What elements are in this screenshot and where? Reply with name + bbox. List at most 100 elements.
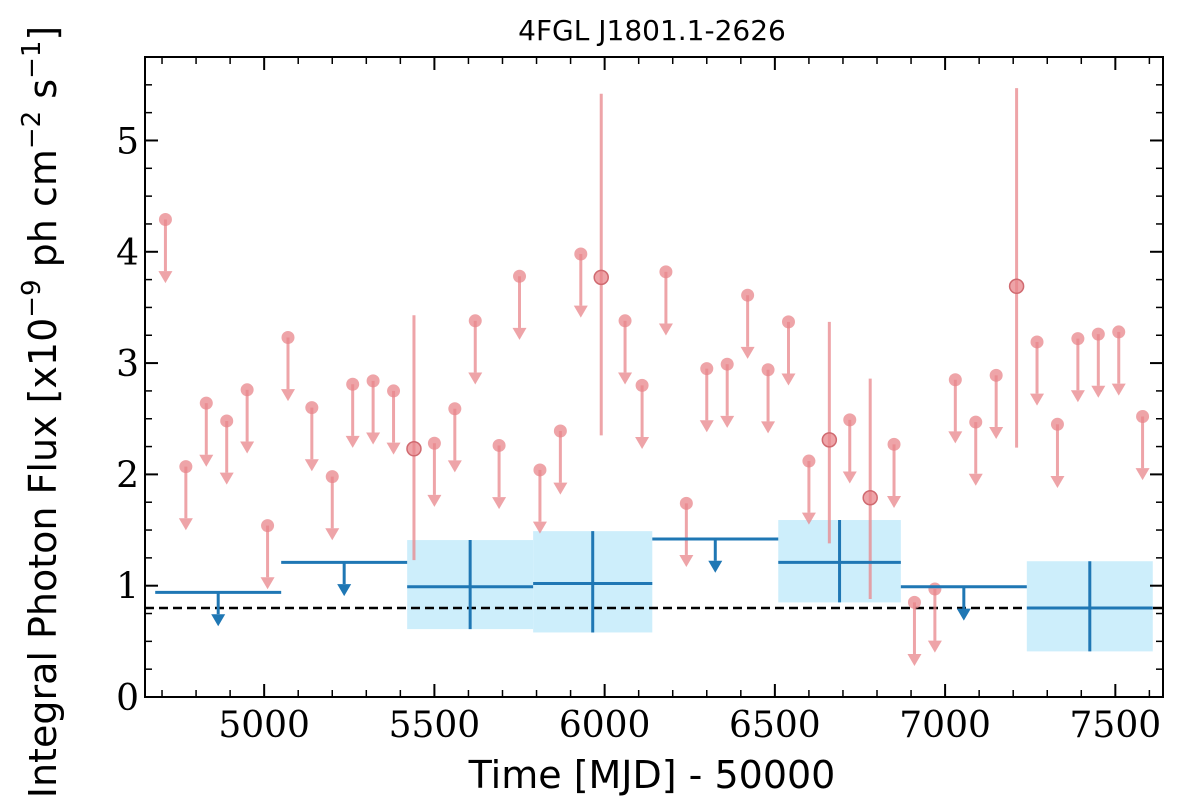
fine-ul-point-21 [635, 378, 649, 392]
fine-ul-arrow-1 [178, 518, 193, 531]
y-tick-label-5: 5 [116, 121, 139, 162]
fine-ul-point-25 [720, 357, 734, 371]
fine-det-point-2 [821, 432, 838, 448]
fine-ul-point-42 [1136, 410, 1150, 424]
fine-ul-point-38 [1050, 417, 1064, 431]
fine-ul-arrow-5 [260, 577, 275, 590]
fine-ul-arrow-19 [573, 305, 588, 318]
y-tick-label-3: 3 [116, 344, 139, 385]
fine-ul-arrow-12 [427, 494, 442, 507]
fine-ul-arrow-22 [658, 323, 673, 336]
fine-ul-arrow-30 [842, 471, 857, 484]
fine-ul-arrow-24 [699, 420, 714, 433]
fine-ul-arrow-18 [553, 482, 568, 495]
x-tick-label-2: 6000 [559, 705, 651, 746]
x-tick-label-0: 5000 [218, 705, 310, 746]
y-axis-label-suffix: ] [21, 26, 65, 41]
fine-ul-arrow-4 [240, 441, 255, 454]
fine-ul-point-32 [907, 595, 921, 609]
fine-det-point-1 [593, 269, 609, 286]
fine-ul-point-41 [1112, 325, 1126, 339]
fine-ul-point-27 [761, 363, 775, 377]
fine-ul-arrow-36 [989, 426, 1004, 439]
fine-ul-arrow-7 [304, 459, 319, 472]
fine-ul-point-19 [574, 247, 588, 261]
fine-ul-point-22 [659, 265, 673, 279]
fine-ul-arrow-11 [386, 442, 401, 455]
x-axis-label: Time [MJD] - 50000 [468, 753, 836, 797]
fine-ul-arrow-15 [492, 497, 507, 510]
fine-ul-point-30 [843, 413, 857, 427]
fine-ul-arrow-31 [887, 495, 902, 508]
fine-det-point-3 [862, 490, 878, 506]
fine-ul-point-1 [179, 460, 193, 474]
fine-ul-point-23 [679, 496, 693, 510]
fine-ul-arrow-10 [366, 432, 381, 445]
plot-frame [144, 56, 1164, 698]
fine-ul-arrow-40 [1091, 385, 1106, 398]
fine-ul-arrow-34 [948, 431, 963, 444]
coarse-binned-series [155, 520, 1153, 652]
fine-ul-arrow-3 [219, 472, 234, 485]
fine-ul-point-7 [305, 401, 319, 415]
y-axis-label-exp2: −2 [17, 111, 47, 149]
y-axis-label-exp3: −1 [17, 41, 47, 79]
fine-ul-arrow-33 [927, 640, 942, 653]
x-tick-label-4: 7000 [899, 705, 991, 746]
x-tick-label-1: 5500 [389, 705, 481, 746]
y-tick-label-4: 4 [116, 233, 139, 274]
fine-ul-point-39 [1071, 332, 1085, 346]
coarse-ul-arrow-3 [956, 608, 971, 621]
fine-det-point-4 [1008, 278, 1025, 295]
fine-ul-arrow-29 [801, 512, 816, 525]
y-tick-label-1: 1 [116, 567, 139, 608]
fine-ul-point-17 [533, 463, 547, 477]
y-tick-label-0: 0 [116, 678, 139, 719]
fine-ul-point-11 [387, 384, 401, 398]
fine-ul-arrow-0 [158, 271, 173, 284]
fine-ul-arrow-26 [740, 346, 755, 359]
y-axis-label-mid: ph cm [21, 149, 65, 279]
x-tick-label-3: 6500 [729, 705, 821, 746]
fine-ul-point-15 [492, 438, 506, 452]
fine-ul-arrow-25 [720, 415, 735, 428]
fine-ul-point-3 [220, 414, 234, 428]
fine-ul-arrow-14 [468, 372, 483, 385]
fine-ul-point-10 [366, 374, 380, 388]
fine-ul-arrow-8 [325, 528, 340, 541]
fine-ul-point-4 [240, 383, 254, 397]
y-axis-label-mid2: s [21, 79, 65, 111]
fine-ul-arrow-27 [761, 421, 776, 434]
fine-ul-arrow-17 [532, 521, 547, 534]
fine-ul-point-35 [969, 415, 983, 429]
coarse-ul-arrow-0 [211, 614, 226, 627]
coarse-ul-arrow-2 [708, 560, 723, 573]
fine-ul-point-31 [887, 437, 901, 451]
fine-ul-point-20 [618, 314, 632, 328]
fine-ul-arrow-20 [618, 372, 633, 385]
y-axis-label-exp1: −9 [17, 279, 47, 317]
fine-ul-arrow-42 [1135, 468, 1150, 481]
fine-ul-point-29 [802, 454, 816, 468]
fine-ul-point-12 [427, 436, 441, 450]
fine-ul-point-9 [346, 377, 360, 391]
fine-ul-point-33 [928, 582, 942, 596]
fine-ul-arrow-2 [199, 454, 214, 467]
fine-binned-series [158, 88, 1150, 667]
fine-ul-point-0 [158, 213, 172, 227]
fine-ul-arrow-21 [635, 437, 650, 449]
fine-ul-arrow-37 [1030, 393, 1045, 406]
fine-ul-arrow-39 [1070, 390, 1085, 403]
plot-axes: 5000 5500 6000 6500 7000 7500 0 1 2 3 4 5 [116, 56, 1164, 746]
fine-ul-point-36 [989, 368, 1003, 382]
fine-ul-point-34 [948, 373, 962, 387]
chart-title: 4FGL J1801.1-2626 [518, 14, 786, 47]
fine-ul-point-2 [199, 396, 213, 410]
x-tick-label-5: 7500 [1070, 705, 1162, 746]
fine-ul-point-8 [325, 470, 339, 484]
fine-ul-arrow-16 [512, 327, 527, 340]
fine-ul-point-26 [741, 288, 755, 302]
fine-ul-arrow-41 [1111, 383, 1126, 396]
fine-ul-point-28 [781, 315, 795, 329]
